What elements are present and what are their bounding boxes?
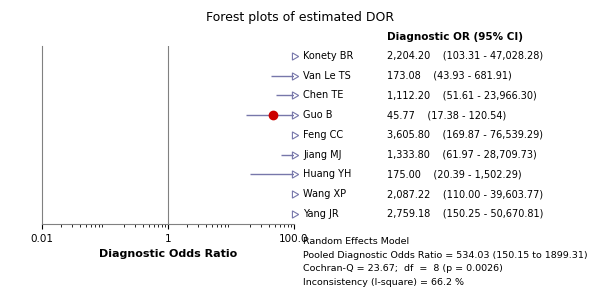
X-axis label: Diagnostic Odds Ratio: Diagnostic Odds Ratio [99,249,237,259]
Text: Inconsistency (I-square) = 66.2 %: Inconsistency (I-square) = 66.2 % [303,278,464,287]
Text: Chen TE: Chen TE [303,90,343,100]
Text: 175.00    (20.39 - 1,502.29): 175.00 (20.39 - 1,502.29) [387,169,521,179]
Text: 3,605.80    (169.87 - 76,539.29): 3,605.80 (169.87 - 76,539.29) [387,130,543,140]
Text: Van Le TS: Van Le TS [303,71,351,81]
Text: 2,759.18    (150.25 - 50,670.81): 2,759.18 (150.25 - 50,670.81) [387,209,544,219]
Text: 1,112.20    (51.61 - 23,966.30): 1,112.20 (51.61 - 23,966.30) [387,90,537,100]
Text: Forest plots of estimated DOR: Forest plots of estimated DOR [206,11,394,24]
Text: Yang JR: Yang JR [303,209,339,219]
Text: 173.08    (43.93 - 681.91): 173.08 (43.93 - 681.91) [387,71,512,81]
Text: Huang YH: Huang YH [303,169,352,179]
Text: Feng CC: Feng CC [303,130,343,140]
Text: Diagnostic OR (95% CI): Diagnostic OR (95% CI) [387,32,523,42]
Text: Pooled Diagnostic Odds Ratio = 534.03 (150.15 to 1899.31): Pooled Diagnostic Odds Ratio = 534.03 (1… [303,251,587,259]
Text: 2,087.22    (110.00 - 39,603.77): 2,087.22 (110.00 - 39,603.77) [387,189,543,199]
Text: Konety BR: Konety BR [303,51,353,61]
Text: 45.77    (17.38 - 120.54): 45.77 (17.38 - 120.54) [387,110,506,120]
Text: Guo B: Guo B [303,110,332,120]
Text: Jiang MJ: Jiang MJ [303,150,341,160]
Text: 1,333.80    (61.97 - 28,709.73): 1,333.80 (61.97 - 28,709.73) [387,150,537,160]
Text: 2,204.20    (103.31 - 47,028.28): 2,204.20 (103.31 - 47,028.28) [387,51,543,61]
Text: Cochran-Q = 23.67;  df  =  8 (p = 0.0026): Cochran-Q = 23.67; df = 8 (p = 0.0026) [303,264,503,273]
Text: Wang XP: Wang XP [303,189,346,199]
Text: Random Effects Model: Random Effects Model [303,237,409,246]
